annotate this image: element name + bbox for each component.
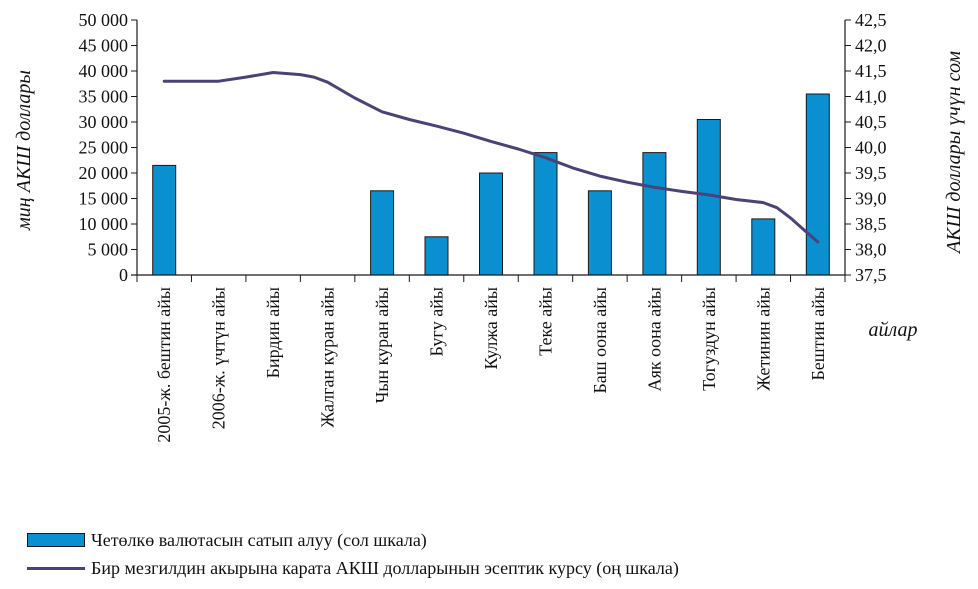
bar xyxy=(479,172,503,276)
y-right-tick-label: 39,0 xyxy=(855,189,887,209)
legend-bar-swatch xyxy=(27,533,85,547)
x-category-label: Жетинин айы xyxy=(753,287,773,391)
y-left-tick-label: 5 000 xyxy=(88,240,129,260)
exchange-rate-line xyxy=(162,71,820,244)
x-category-label: Бугу айы xyxy=(427,287,447,357)
x-category-label: Теке айы xyxy=(535,287,555,356)
bars-group xyxy=(152,93,830,276)
y-right-tick-label: 37,5 xyxy=(855,265,887,285)
labels-group: 0 5 000 10 000 15 000 20 000 25 000 30 000 35 0… xyxy=(13,10,965,443)
legend-label-bar: Четөлкө валютасын сатып алуу (сол шкала) xyxy=(91,529,427,550)
y-left-tick-label: 45 000 xyxy=(79,36,129,56)
y-left-tick-label: 25 000 xyxy=(79,138,129,158)
x-category-label: 2006-ж. үчтүн айы xyxy=(209,287,229,429)
y-right-tick-label: 40,0 xyxy=(855,138,887,158)
x-category-label: 2005-ж. бештин айы xyxy=(154,287,174,443)
legend-item-bar: Четөлкө валютасын сатып алуу (сол шкала) xyxy=(27,526,679,554)
legend-item-line: Бир мезгилдин акырына карата АКШ доллары… xyxy=(27,554,679,582)
y-left-tick-label: 10 000 xyxy=(79,214,129,234)
bar xyxy=(587,190,612,276)
bar xyxy=(370,190,395,276)
y-left-tick-label: 35 000 xyxy=(79,87,129,107)
x-category-label: Баш оона айы xyxy=(590,287,610,394)
bar xyxy=(152,164,177,276)
chart-svg: 0 5 000 10 000 15 000 20 000 25 000 30 000 35 0… xyxy=(13,10,965,443)
legend: Четөлкө валютасын сатып алуу (сол шкала)… xyxy=(27,526,679,582)
y-right-tick-label: 42,0 xyxy=(855,36,887,56)
y-left-tick-label: 50 000 xyxy=(79,10,129,30)
y-right-tick-label: 41,5 xyxy=(855,61,887,81)
x-category-label: Аяк оона айы xyxy=(644,287,664,391)
bar xyxy=(751,218,776,276)
x-category-label: Бештин айы xyxy=(808,287,828,381)
y-right-tick-label: 40,5 xyxy=(855,112,887,132)
line-group xyxy=(162,71,820,244)
x-category-label: Кулжа айы xyxy=(481,287,501,370)
legend-line-swatch xyxy=(27,566,85,570)
y-right-tick-label: 41,0 xyxy=(855,87,887,107)
bar xyxy=(533,152,558,276)
bar xyxy=(424,236,449,276)
y-right-tick-label: 38,0 xyxy=(855,240,887,260)
y-left-tick-label: 20 000 xyxy=(79,163,129,183)
x-category-label: Жалган куран айы xyxy=(318,287,338,428)
x-category-label: Тогуздун айы xyxy=(699,287,719,391)
y-right-axis-title: АКШ доллары үчүн сом xyxy=(943,51,965,255)
axes-group xyxy=(131,19,851,282)
y-left-tick-label: 0 xyxy=(119,265,128,285)
y-right-tick-label: 39,5 xyxy=(855,163,887,183)
y-left-tick-label: 30 000 xyxy=(79,112,129,132)
y-right-tick-label: 42,5 xyxy=(855,10,887,30)
x-category-label: Чын куран айы xyxy=(372,287,392,403)
x-axis-title: айлар xyxy=(869,319,918,341)
x-category-label: Бирдин айы xyxy=(263,287,283,378)
y-left-tick-label: 15 000 xyxy=(79,189,129,209)
bar xyxy=(805,93,830,276)
y-left-axis-title: миң АКШ доллары xyxy=(13,70,35,231)
bar xyxy=(642,152,667,276)
y-left-tick-label: 40 000 xyxy=(79,61,129,81)
legend-label-line: Бир мезгилдин акырына карата АКШ доллары… xyxy=(91,557,679,578)
y-right-tick-label: 38,5 xyxy=(855,214,887,234)
